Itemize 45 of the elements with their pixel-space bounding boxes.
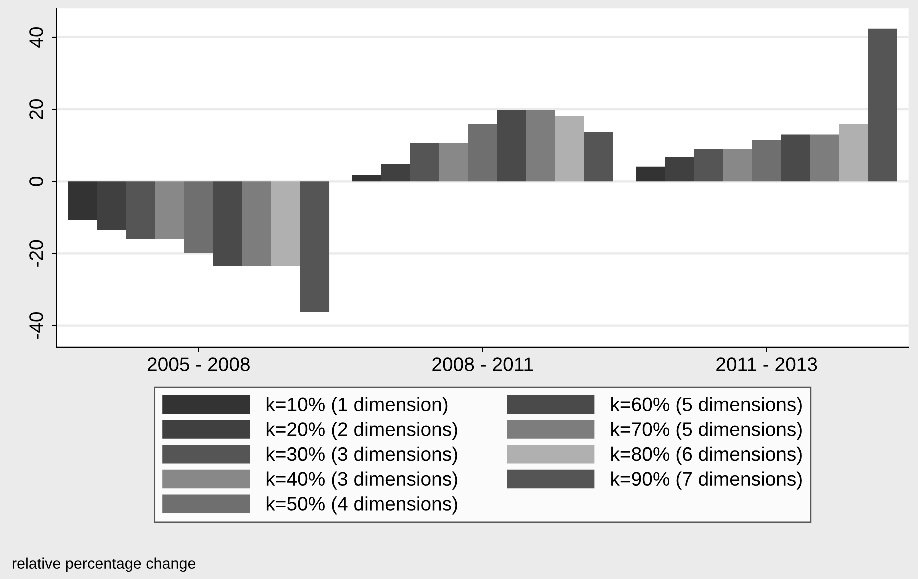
bar bbox=[636, 166, 666, 182]
bar bbox=[300, 182, 330, 312]
text: relative percentage change bbox=[12, 558, 196, 572]
bar bbox=[584, 132, 614, 182]
bar bbox=[555, 116, 584, 182]
y-tick-label: 40 bbox=[30, 27, 44, 48]
bar bbox=[68, 182, 98, 220]
bar bbox=[694, 149, 724, 182]
legend-label: k=40% (3 dimensions) bbox=[266, 472, 458, 490]
legend-label: k=90% (7 dimensions) bbox=[612, 472, 802, 490]
legend-label: k=30% (3 dimensions) bbox=[266, 446, 458, 466]
legend-label: k=60% (5 dimensions) bbox=[612, 397, 802, 416]
bar bbox=[242, 182, 272, 266]
y-tick-label: 0 bbox=[30, 177, 44, 186]
legend-label: k=70% (5 dimensions) bbox=[612, 422, 802, 440]
x-tick-label: 2005 - 2008 bbox=[148, 358, 250, 372]
legend-label: k=50% (4 dimensions) bbox=[266, 496, 458, 515]
bar bbox=[155, 182, 184, 239]
x-tick-label: 2008 - 2011 bbox=[432, 358, 534, 372]
bar bbox=[468, 124, 498, 182]
bar bbox=[665, 158, 694, 182]
bar bbox=[410, 143, 440, 182]
x-tick-label: 2011 - 2013 bbox=[716, 358, 818, 372]
bar bbox=[868, 28, 898, 182]
bar bbox=[381, 164, 410, 182]
bar bbox=[184, 182, 214, 254]
bar bbox=[126, 182, 156, 239]
bar bbox=[497, 110, 526, 182]
y-tick-label: 20 bbox=[30, 100, 44, 120]
bar bbox=[781, 134, 810, 182]
legend-label: k=10% (1 dimension) bbox=[266, 397, 448, 416]
bar bbox=[352, 176, 382, 182]
bar bbox=[723, 149, 752, 182]
bar bbox=[213, 182, 242, 266]
y-tick-label: -20 bbox=[30, 240, 44, 267]
bar bbox=[97, 182, 126, 230]
bar bbox=[526, 110, 556, 182]
legend-label: k=80% (6 dimensions) bbox=[612, 446, 802, 466]
bar bbox=[839, 124, 868, 182]
bar bbox=[810, 134, 840, 182]
bar bbox=[439, 143, 468, 182]
y-tick-label: -40 bbox=[30, 312, 44, 339]
bar bbox=[271, 182, 300, 266]
bar bbox=[752, 140, 782, 182]
legend-label: k=20% (2 dimensions) bbox=[266, 422, 458, 440]
